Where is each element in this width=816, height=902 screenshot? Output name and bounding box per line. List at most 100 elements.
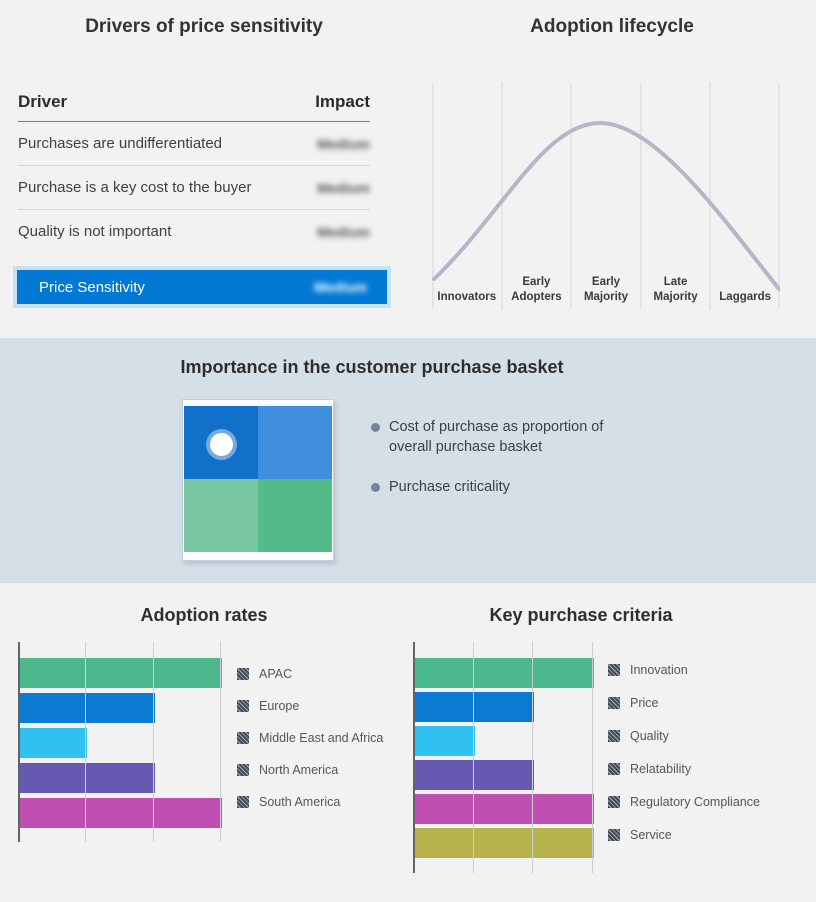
drivers-table-header: Driver Impact xyxy=(18,92,370,122)
legend-item: South America xyxy=(237,794,383,810)
plot-area xyxy=(18,642,222,842)
lifecycle-svg xyxy=(432,82,780,310)
table-row: Quality is not important Medium xyxy=(18,210,370,253)
driver-cell: Quality is not important xyxy=(18,223,172,240)
legend-hatch-icon xyxy=(237,764,249,776)
y-axis-line xyxy=(18,642,20,842)
lifecycle-title: Adoption lifecycle xyxy=(530,16,694,37)
driver-cell: Purchases are undifferentiated xyxy=(18,135,223,152)
stage-label: Laggards xyxy=(719,291,772,304)
bar-south-america xyxy=(20,798,222,828)
legend-item: Middle East and Africa xyxy=(237,730,383,746)
impact-cell-redacted: Medium xyxy=(317,179,370,196)
legend: Innovation Price Quality Relatability Regula… xyxy=(608,662,760,843)
bar-innovation xyxy=(415,658,594,688)
legend-hatch-icon xyxy=(608,697,620,709)
driver-cell: Purchase is a key cost to the buyer xyxy=(18,179,252,196)
x-gridline xyxy=(152,642,154,842)
bar-relatability xyxy=(415,760,535,790)
purchase-basket-section: Importance in the customer purchase bask… xyxy=(0,338,816,583)
legend-label: Middle East and Africa xyxy=(259,731,384,745)
bar-north-america xyxy=(20,763,155,793)
legend: APAC Europe Middle East and Africa North Am… xyxy=(237,666,383,810)
lifecycle-curve xyxy=(432,120,780,291)
lifecycle-stage-labels: Innovators Early Adopters Early Majority La… xyxy=(432,275,780,305)
x-gridline xyxy=(472,642,474,873)
legend-hatch-icon xyxy=(237,796,249,808)
legend-label: APAC xyxy=(259,667,293,681)
legend-hatch-icon xyxy=(608,664,620,676)
drivers-title: Drivers of price sensitivity xyxy=(85,16,323,37)
stage-label: Innovators xyxy=(437,291,497,304)
legend-item: Innovation xyxy=(608,662,760,678)
legend-item: Price xyxy=(608,695,760,711)
bar-service xyxy=(415,828,594,858)
quadrant-chart xyxy=(184,406,332,552)
price-sensitivity-label: Price Sensitivity xyxy=(39,278,145,296)
chart-title: Adoption rates xyxy=(140,605,268,625)
stage-label: Late Majority xyxy=(653,276,698,304)
legend-label: Europe xyxy=(259,699,300,713)
lifecycle-gridlines xyxy=(432,82,780,310)
bar-quality xyxy=(415,726,475,756)
list-item: Cost of purchase as proportion of overal… xyxy=(371,418,639,457)
col-driver: Driver xyxy=(18,92,68,111)
x-gridline xyxy=(85,642,87,842)
legend-item: Service xyxy=(608,827,760,843)
legend-label: Price xyxy=(630,696,659,710)
chart-title: Key purchase criteria xyxy=(489,605,673,625)
legend-hatch-icon xyxy=(237,700,249,712)
purchase-basket-title: Importance in the customer purchase bask… xyxy=(180,357,564,377)
legend-hatch-icon xyxy=(608,829,620,841)
bullet-text: Purchase criticality xyxy=(389,479,510,496)
x-gridline xyxy=(592,642,593,873)
quadrant-top-right xyxy=(258,406,332,479)
bars xyxy=(415,658,594,858)
plot-area xyxy=(413,642,594,873)
legend-label: Relatability xyxy=(630,762,692,776)
legend-hatch-icon xyxy=(608,763,620,775)
stage-label: Early Majority xyxy=(583,276,629,304)
legend-label: Regulatory Compliance xyxy=(630,795,760,809)
drivers-panel: Drivers of price sensitivity Driver Impa… xyxy=(0,0,408,338)
key-purchase-criteria-chart: Key purchase criteria Innovation Price Qua… xyxy=(408,583,816,902)
legend-label: Service xyxy=(630,828,672,842)
legend-item: Europe xyxy=(237,698,383,714)
legend-hatch-icon xyxy=(237,732,249,744)
bullet-text: Cost of purchase as proportion of overal… xyxy=(389,419,604,455)
stage-label: Early Adopters xyxy=(511,276,562,304)
bullet-icon xyxy=(371,423,380,432)
legend-item: Quality xyxy=(608,728,760,744)
bar-europe xyxy=(20,693,155,723)
price-sensitivity-row[interactable]: Price Sensitivity Medium xyxy=(17,270,387,304)
legend-hatch-icon xyxy=(608,796,620,808)
col-impact: Impact xyxy=(315,92,370,111)
legend-item: APAC xyxy=(237,666,383,682)
legend-label: North America xyxy=(259,763,339,777)
bar-regulatory-compliance xyxy=(415,794,594,824)
adoption-rates-chart: Adoption rates APAC Europe Middle East and… xyxy=(0,583,408,902)
list-item: Purchase criticality xyxy=(371,478,639,498)
legend-item: Regulatory Compliance xyxy=(608,794,760,810)
x-gridline xyxy=(532,642,534,873)
y-axis-line xyxy=(413,642,415,873)
drivers-table: Driver Impact Purchases are undifferenti… xyxy=(18,92,370,253)
table-row: Purchase is a key cost to the buyer Medi… xyxy=(18,166,370,210)
legend-item: Relatability xyxy=(608,761,760,777)
lifecycle-chart: Innovators Early Adopters Early Majority La… xyxy=(432,82,780,310)
quadrant-bottom-left xyxy=(184,479,258,552)
legend-item: North America xyxy=(237,762,383,778)
bullet-icon xyxy=(371,483,380,493)
quadrant-frame xyxy=(182,399,334,561)
table-row: Purchases are undifferentiated Medium xyxy=(18,122,370,166)
legend-label: Quality xyxy=(630,729,669,743)
basket-bullet-list: Cost of purchase as proportion of overal… xyxy=(371,418,639,519)
bar-middle-east-and-africa xyxy=(20,728,88,758)
impact-cell-redacted: Medium xyxy=(314,279,367,295)
legend-label: South America xyxy=(259,795,341,809)
impact-cell-redacted: Medium xyxy=(317,223,370,240)
bar-apac xyxy=(20,658,222,688)
x-gridline xyxy=(220,642,221,842)
legend-hatch-icon xyxy=(237,668,249,680)
